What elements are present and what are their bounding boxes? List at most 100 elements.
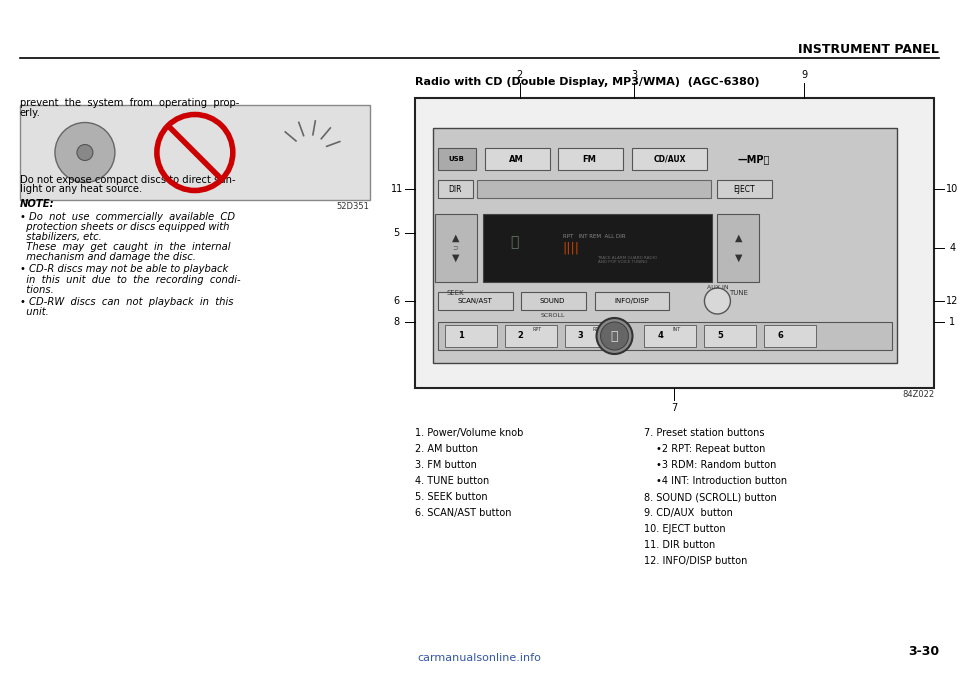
Text: RDM: RDM [592, 327, 604, 332]
Text: mechanism and damage the disc.: mechanism and damage the disc. [20, 252, 196, 262]
Text: EJECT: EJECT [733, 184, 756, 193]
Text: ▲: ▲ [452, 233, 460, 243]
Text: SOUND: SOUND [540, 298, 565, 304]
Bar [505, 325, 557, 347]
Text: SCROLL: SCROLL [540, 313, 564, 318]
Text: ⏻: ⏻ [611, 330, 618, 342]
Text: stabilizers, etc.: stabilizers, etc. [20, 232, 102, 242]
Circle shape [77, 144, 93, 161]
Text: 5. SEEK button: 5. SEEK button [415, 492, 488, 502]
Text: 1: 1 [458, 332, 464, 340]
Circle shape [596, 318, 633, 354]
Text: RPT   INT REM  ALL DIR: RPT INT REM ALL DIR [563, 233, 625, 239]
Text: ⬬: ⬬ [511, 235, 518, 249]
Text: DIR: DIR [448, 184, 462, 193]
Text: tions.: tions. [20, 285, 54, 295]
Text: 12. INFO/DISP button: 12. INFO/DISP button [644, 556, 748, 566]
Text: 2: 2 [517, 332, 523, 340]
Text: erly.: erly. [20, 108, 41, 119]
Text: in  this  unit  due  to  the  recording  condi-: in this unit due to the recording condi- [20, 275, 241, 285]
Bar [717, 214, 759, 282]
Bar [483, 214, 712, 282]
Bar [438, 148, 475, 170]
Text: 4: 4 [658, 332, 663, 340]
Text: • CD-RW  discs  can  not  playback  in  this: • CD-RW discs can not playback in this [20, 297, 233, 307]
Text: •3 RDM: Random button: •3 RDM: Random button [657, 460, 777, 470]
Text: 3: 3 [578, 332, 584, 340]
Text: TRACK ALARM GUARD RADIO
AND POP VOICE TUNING: TRACK ALARM GUARD RADIO AND POP VOICE TU… [597, 256, 658, 264]
Text: 5: 5 [394, 228, 399, 238]
Bar [717, 180, 773, 198]
Text: •4 INT: Introduction button: •4 INT: Introduction button [657, 476, 787, 486]
Text: —MP㏑: —MP㏑ [737, 154, 770, 164]
Bar [20, 105, 370, 200]
Text: 2: 2 [516, 70, 522, 80]
Text: 4: 4 [949, 243, 955, 253]
Text: Radio with CD (Double Display, MP3/WMA)  (AGC-6380): Radio with CD (Double Display, MP3/WMA) … [415, 77, 759, 87]
Text: 12: 12 [946, 296, 958, 306]
Bar [705, 325, 756, 347]
Bar [433, 128, 898, 363]
Text: SCAN/AST: SCAN/AST [457, 298, 492, 304]
Text: ▼: ▼ [452, 253, 460, 263]
Text: 1. Power/Volume knob: 1. Power/Volume knob [415, 428, 523, 438]
Text: USB: USB [448, 156, 465, 162]
Text: CD/AUX: CD/AUX [653, 155, 685, 163]
Text: 2. AM button: 2. AM button [415, 444, 478, 454]
Text: 8. SOUND (SCROLL) button: 8. SOUND (SCROLL) button [644, 492, 778, 502]
Text: 7. Preset station buttons: 7. Preset station buttons [644, 428, 765, 438]
Text: light or any heat source.: light or any heat source. [20, 184, 142, 195]
Text: 3: 3 [632, 70, 637, 80]
Text: 3-30: 3-30 [908, 645, 939, 658]
Text: 6: 6 [778, 332, 783, 340]
Circle shape [601, 322, 629, 350]
Text: These  may  get  caught  in  the  internal: These may get caught in the internal [20, 242, 230, 252]
Bar [558, 148, 622, 170]
Text: 8: 8 [394, 317, 399, 327]
Text: INFO/DISP: INFO/DISP [614, 298, 649, 304]
Text: Do not expose compact discs to direct sun-: Do not expose compact discs to direct su… [20, 175, 235, 185]
Bar [415, 98, 934, 388]
Text: protection sheets or discs equipped with: protection sheets or discs equipped with [20, 222, 229, 232]
Text: NOTE:: NOTE: [20, 199, 55, 210]
Text: INT: INT [672, 327, 681, 332]
Text: • CD-R discs may not be able to playback: • CD-R discs may not be able to playback [20, 264, 228, 275]
Text: ||||: |||| [563, 241, 580, 254]
Bar [644, 325, 696, 347]
Circle shape [55, 123, 115, 182]
Text: 9: 9 [802, 70, 807, 80]
Text: prevent  the  system  from  operating  prop-: prevent the system from operating prop- [20, 98, 239, 108]
Bar [485, 148, 549, 170]
Text: 10: 10 [947, 184, 958, 194]
Text: SEEK: SEEK [446, 290, 465, 296]
Text: RPT: RPT [533, 327, 541, 332]
Text: 6. SCAN/AST button: 6. SCAN/AST button [415, 508, 511, 518]
Text: 11. DIR button: 11. DIR button [644, 540, 716, 550]
Text: 11: 11 [391, 184, 403, 194]
Text: 1: 1 [949, 317, 955, 327]
Bar [435, 214, 476, 282]
Bar [438, 292, 513, 310]
Text: FM: FM [583, 155, 596, 163]
Text: 7: 7 [671, 403, 678, 413]
Text: ▲: ▲ [734, 233, 742, 243]
Text: 52D351: 52D351 [337, 202, 370, 211]
Text: 4. TUNE button: 4. TUNE button [415, 476, 489, 486]
Text: TUNE: TUNE [729, 290, 748, 296]
Text: ⊃: ⊃ [453, 245, 459, 251]
Text: 9. CD/AUX  button: 9. CD/AUX button [644, 508, 733, 518]
Text: AUX IN: AUX IN [707, 285, 729, 290]
Text: 6: 6 [394, 296, 399, 306]
Bar [633, 148, 708, 170]
Bar [520, 292, 586, 310]
Text: 5: 5 [717, 332, 724, 340]
Text: ▼: ▼ [734, 253, 742, 263]
Text: 84Z022: 84Z022 [902, 390, 934, 399]
Bar [438, 180, 472, 198]
Text: •2 RPT: Repeat button: •2 RPT: Repeat button [657, 444, 766, 454]
Text: 3. FM button: 3. FM button [415, 460, 476, 470]
Bar [764, 325, 816, 347]
Circle shape [705, 288, 731, 314]
Bar [476, 180, 711, 198]
Bar [444, 325, 496, 347]
